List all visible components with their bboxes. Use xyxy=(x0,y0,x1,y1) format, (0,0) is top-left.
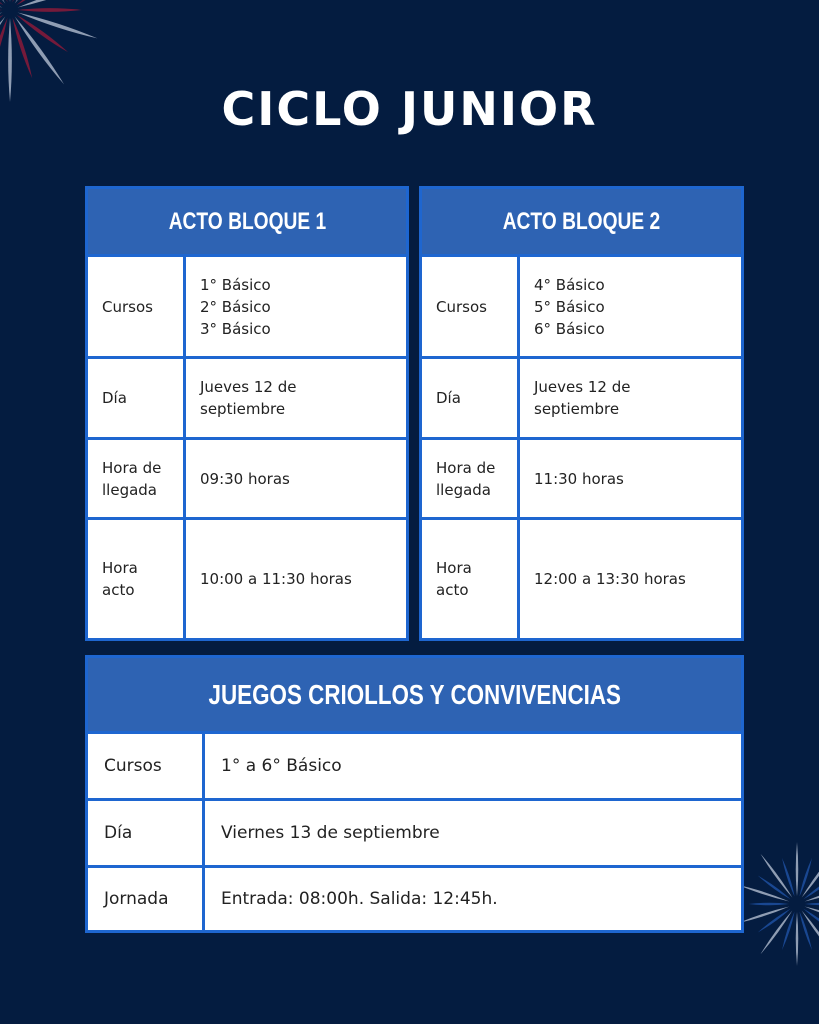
row-label: Cursos xyxy=(88,734,202,798)
row-value: Jueves 12 de septiembre xyxy=(520,359,741,437)
row-label: Día xyxy=(422,359,517,437)
firework-petal xyxy=(803,875,819,900)
row-value: 12:00 a 13:30 horas xyxy=(520,520,741,638)
page-title: CICLO JUNIOR xyxy=(221,82,598,136)
firework-petal xyxy=(799,858,812,897)
firework-petal xyxy=(801,910,819,955)
row-value: 4° Básico 5° Básico 6° Básico xyxy=(520,257,741,356)
row-value: 11:30 horas xyxy=(520,440,741,517)
row-label: Hora de llegada xyxy=(422,440,517,517)
firework-petal xyxy=(760,910,793,955)
table-header: ACTO BLOQUE 2 xyxy=(422,189,741,254)
firework-petal xyxy=(14,16,65,85)
firework-petal xyxy=(18,8,82,12)
firework-petal xyxy=(0,17,8,79)
row-label: Hora acto xyxy=(422,520,517,638)
firework-petal xyxy=(738,884,790,902)
firework-petal xyxy=(17,12,98,39)
firework-petal xyxy=(782,858,795,897)
firework-petal xyxy=(12,17,33,79)
row-label: Hora acto xyxy=(88,520,183,638)
firework-petal xyxy=(17,0,98,8)
row-label: Hora de llegada xyxy=(88,440,183,517)
firework-icon xyxy=(738,842,819,966)
firework-petal xyxy=(0,8,2,12)
firework-petal xyxy=(757,908,791,933)
acto-bloque-1-table: ACTO BLOQUE 1 Cursos 1° Básico 2° Básico… xyxy=(85,186,409,641)
firework-petal xyxy=(760,853,793,898)
row-value: 10:00 a 11:30 horas xyxy=(186,520,406,638)
row-value: 1° Básico 2° Básico 3° Básico xyxy=(186,257,406,356)
firework-petal xyxy=(795,912,799,966)
firework-petal xyxy=(804,906,819,924)
firework-petal xyxy=(738,906,790,924)
firework-petal xyxy=(795,842,799,896)
table-header: JUEGOS CRIOLLOS Y CONVIVENCIAS xyxy=(88,658,741,731)
firework-petal xyxy=(757,875,791,900)
acto-bloque-2-table: ACTO BLOQUE 2 Cursos 4° Básico 5° Básico… xyxy=(419,186,744,641)
row-label: Jornada xyxy=(88,868,202,930)
firework-petal xyxy=(8,18,12,102)
row-label: Cursos xyxy=(88,257,183,356)
firework-petal xyxy=(804,884,819,902)
row-value: Viernes 13 de septiembre xyxy=(205,801,741,865)
firework-petal xyxy=(0,0,6,4)
firework-petal xyxy=(9,0,11,2)
row-value: 09:30 horas xyxy=(186,440,406,517)
firework-petal xyxy=(0,16,6,85)
row-value: Jueves 12 de septiembre xyxy=(186,359,406,437)
table-header: ACTO BLOQUE 1 xyxy=(88,189,406,254)
firework-icon xyxy=(0,0,98,102)
row-label: Día xyxy=(88,801,202,865)
firework-petal xyxy=(16,14,69,53)
firework-petal xyxy=(803,908,819,933)
firework-petal xyxy=(0,0,4,6)
firework-petal xyxy=(799,911,812,950)
firework-petal xyxy=(805,902,819,906)
row-value: Entrada: 08:00h. Salida: 12:45h. xyxy=(205,868,741,930)
row-value: 1° a 6° Básico xyxy=(205,734,741,798)
juegos-criollos-table: JUEGOS CRIOLLOS Y CONVIVENCIAS Cursos 1°… xyxy=(85,655,744,933)
firework-petal xyxy=(801,853,819,898)
row-label: Cursos xyxy=(422,257,517,356)
firework-petal xyxy=(748,902,789,906)
firework-petal xyxy=(782,911,795,950)
row-label: Día xyxy=(88,359,183,437)
